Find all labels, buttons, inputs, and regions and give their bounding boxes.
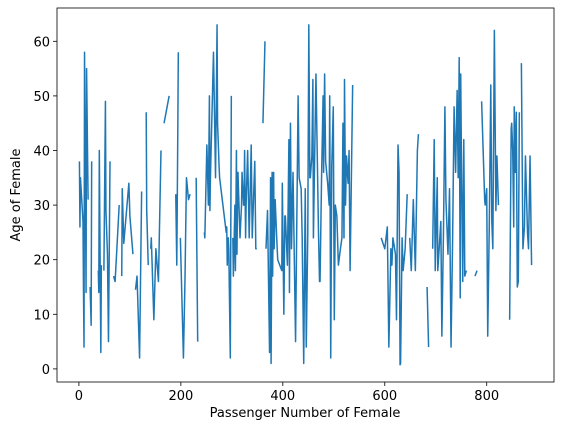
data-line: [78, 24, 533, 366]
x-axis-label: Passenger Number of Female: [210, 406, 401, 421]
x-tick-label: 200: [168, 389, 193, 404]
y-tick-label: 20: [33, 254, 50, 269]
x-tick-label: 600: [372, 389, 397, 404]
y-axis-label: Age of Female: [9, 149, 24, 242]
y-tick-label: 50: [33, 90, 50, 105]
y-tick-label: 10: [33, 308, 50, 323]
y-tick-label: 30: [33, 199, 50, 214]
x-tick-label: 400: [270, 389, 295, 404]
x-tick-label: 800: [474, 389, 499, 404]
y-tick-label: 40: [33, 145, 50, 160]
y-tick-label: 60: [33, 35, 50, 50]
y-tick-label: 0: [42, 363, 50, 378]
x-tick-label: 0: [75, 389, 83, 404]
plot-frame: [56, 7, 555, 383]
